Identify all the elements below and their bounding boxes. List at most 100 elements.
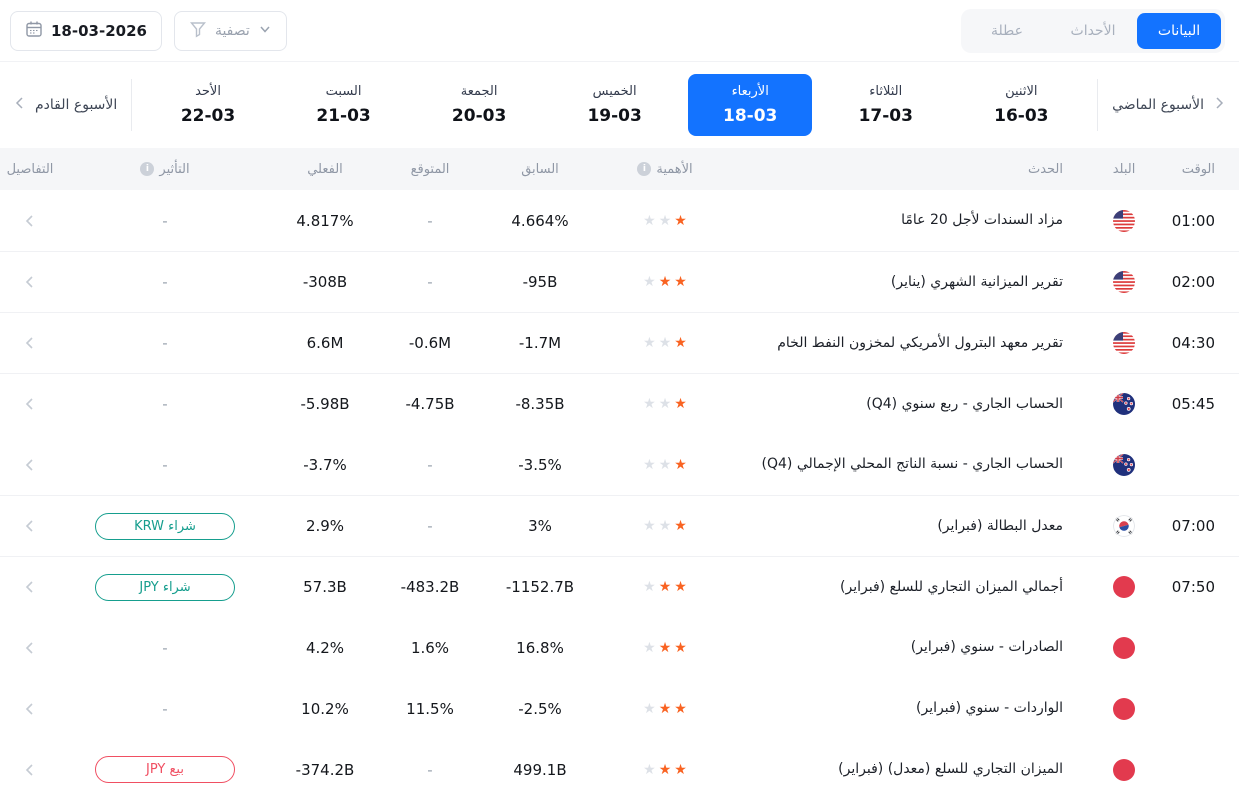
- tab-data[interactable]: البيانات: [1137, 12, 1221, 49]
- day-cell-21-03[interactable]: السبت 21-03: [282, 74, 406, 136]
- impact-badge-buy: شراء KRW: [95, 512, 235, 540]
- table-row: 07:50 أجمالي الميزان التجاري للسلع (فبراي…: [0, 556, 1239, 617]
- day-name: الأربعاء: [731, 84, 769, 99]
- country-cell: [1093, 515, 1155, 537]
- chevron-left-icon: [12, 95, 28, 115]
- previous-value: -1152.7B: [505, 578, 575, 596]
- details-button[interactable]: [18, 270, 42, 294]
- previous-week-button[interactable]: الأسبوع الماضي: [1106, 95, 1233, 115]
- star-empty-icon: ★: [643, 274, 656, 290]
- actual-value: -374.2B: [295, 760, 355, 779]
- details-button[interactable]: [18, 575, 42, 599]
- day-name: الثلاثاء: [869, 84, 903, 99]
- divider: [1097, 79, 1099, 131]
- details-button[interactable]: [18, 331, 42, 355]
- day-cell-18-03[interactable]: الأربعاء 18-03: [688, 74, 812, 136]
- calendar-icon: [25, 20, 43, 42]
- actual-value: 2.9%: [305, 517, 345, 535]
- table-row: 02:00 تقرير الميزانية الشهري (يناير) ★ ★ ★ -9…: [0, 251, 1239, 312]
- star-filled-icon: ★: [658, 761, 672, 778]
- star-empty-icon: ★: [658, 212, 672, 229]
- forecast-value: 11.5%: [406, 699, 454, 718]
- header-previous: السابق: [521, 161, 559, 177]
- chevron-left-icon: [25, 581, 33, 593]
- day-cell-17-03[interactable]: الثلاثاء 17-03: [824, 74, 948, 136]
- table-header: الوقت البلد الحدث الأهمية i السابق المتو…: [0, 148, 1239, 190]
- day-date: 18-03: [723, 106, 778, 126]
- star-filled-icon: ★: [658, 639, 672, 656]
- star-filled-icon: ★: [674, 335, 687, 351]
- impact-cell: بيع JPY: [60, 756, 270, 783]
- details-button[interactable]: [18, 636, 42, 660]
- details-cell: [0, 270, 60, 294]
- star-filled-icon: ★: [658, 700, 672, 717]
- star-filled-icon: ★: [674, 456, 687, 473]
- day-cell-20-03[interactable]: الجمعة 20-03: [417, 74, 541, 136]
- impact-empty: -: [162, 699, 168, 718]
- event-title: الحساب الجاري - ربع سنوي (Q4): [866, 395, 1063, 412]
- importance-stars: ★ ★ ★: [600, 579, 730, 595]
- nz-flag: [1113, 393, 1135, 415]
- chevron-left-icon: [25, 337, 33, 349]
- day-cell-19-03[interactable]: الخميس 19-03: [553, 74, 677, 136]
- filter-button[interactable]: تصفية: [173, 10, 287, 51]
- importance-stars: ★ ★ ★: [600, 701, 730, 717]
- calendar-table-body: 01:00 مزاد السندات لأجل 20 عامًا ★ ★ ★ 4.664%…: [0, 190, 1239, 800]
- event-time: 07:00: [1171, 517, 1215, 535]
- week-days: الاثنين 16-03 الثلاثاء 17-03 الأربعاء 18-03 ال…: [140, 74, 1089, 136]
- chevron-left-icon: [25, 520, 33, 532]
- details-button[interactable]: [18, 453, 42, 477]
- table-row: الواردات - سنوي (فبراير) ★ ★ ★ -2.5% 11.5% 10.…: [0, 678, 1239, 739]
- day-date: 20-03: [451, 106, 507, 126]
- day-cell-22-03[interactable]: الأحد 22-03: [146, 74, 270, 136]
- chevron-left-icon: [25, 458, 33, 471]
- previous-value: -8.35B: [515, 395, 565, 413]
- previous-value: 499.1B: [513, 760, 567, 779]
- details-button[interactable]: [18, 392, 42, 416]
- header-importance-label: الأهمية: [656, 161, 693, 177]
- details-button[interactable]: [18, 758, 42, 782]
- day-date: 16-03: [994, 106, 1049, 126]
- actual-value: -3.7%: [303, 455, 347, 474]
- details-button[interactable]: [18, 209, 42, 233]
- previous-week-label: الأسبوع الماضي: [1112, 97, 1204, 113]
- star-filled-icon: ★: [674, 396, 687, 412]
- importance-stars: ★ ★ ★: [600, 213, 730, 229]
- tab-events[interactable]: الأحداث: [1051, 13, 1135, 49]
- actual-value: 57.3B: [303, 578, 347, 596]
- details-button[interactable]: [18, 514, 42, 538]
- info-icon[interactable]: i: [140, 162, 155, 176]
- actual-value: -308B: [302, 273, 348, 291]
- star-filled-icon: ★: [658, 274, 672, 290]
- tab-holiday[interactable]: عطلة: [965, 13, 1049, 49]
- table-row: 05:45 الحساب الجاري - ربع سنوي (Q4) ★ ★ ★ -8.…: [0, 373, 1239, 434]
- table-row: 01:00 مزاد السندات لأجل 20 عامًا ★ ★ ★ 4.664%…: [0, 190, 1239, 251]
- date-picker-button[interactable]: 18-03-2026: [10, 10, 162, 51]
- event-title: الميزان التجاري للسلع (معدل) (فبراير): [838, 761, 1063, 778]
- event-time: 01:00: [1171, 211, 1215, 230]
- day-cell-16-03[interactable]: الاثنين 16-03: [960, 74, 1084, 136]
- jp-flag: [1113, 576, 1135, 598]
- info-icon[interactable]: i: [637, 162, 652, 176]
- event-title: مزاد السندات لأجل 20 عامًا: [901, 212, 1063, 229]
- details-button[interactable]: [18, 697, 42, 721]
- details-cell: [0, 697, 60, 721]
- importance-stars: ★ ★ ★: [600, 518, 730, 534]
- next-week-button[interactable]: الأسبوع القادم: [6, 95, 123, 115]
- day-date: 17-03: [858, 106, 913, 126]
- star-empty-icon: ★: [643, 579, 656, 595]
- previous-value: -3.5%: [518, 455, 562, 474]
- previous-value: 3%: [528, 517, 552, 535]
- importance-stars: ★ ★ ★: [600, 396, 730, 412]
- us-flag: [1113, 271, 1135, 293]
- day-name: الأحد: [195, 84, 221, 99]
- country-cell: [1093, 332, 1155, 354]
- us-flag: [1113, 209, 1135, 232]
- impact-empty: -: [162, 395, 168, 413]
- jp-flag: [1113, 636, 1135, 659]
- details-cell: [0, 636, 60, 660]
- star-empty-icon: ★: [643, 456, 656, 473]
- star-filled-icon: ★: [674, 274, 687, 290]
- view-tabs: البيانات الأحداث عطلة: [961, 8, 1225, 53]
